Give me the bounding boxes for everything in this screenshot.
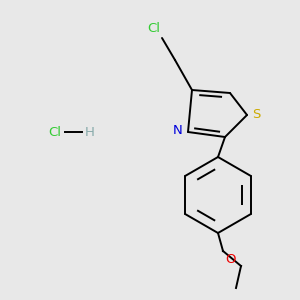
- Text: Cl: Cl: [49, 125, 62, 139]
- Text: O: O: [225, 253, 236, 266]
- Text: S: S: [252, 107, 260, 121]
- Text: H: H: [85, 125, 95, 139]
- Text: Cl: Cl: [147, 22, 160, 35]
- Text: N: N: [172, 124, 182, 137]
